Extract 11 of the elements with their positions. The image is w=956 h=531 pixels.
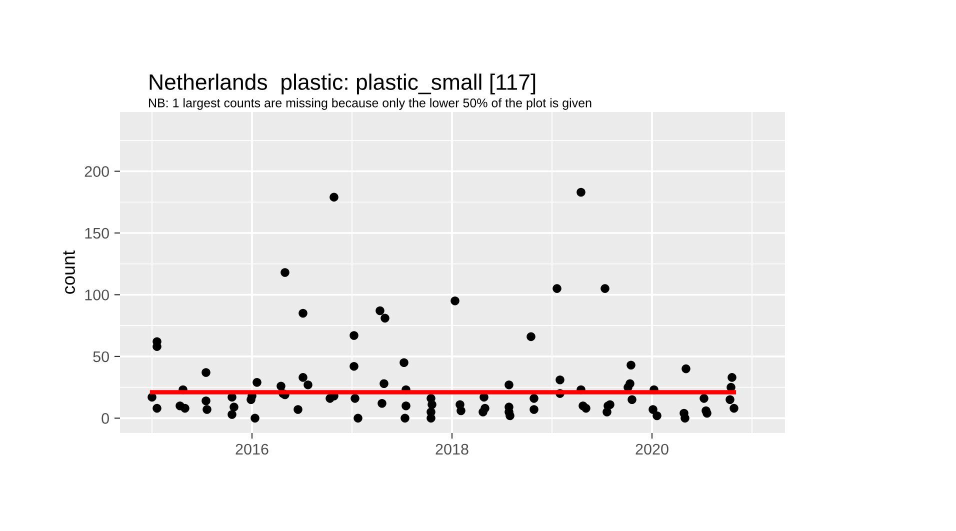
x-tick-label: 2016 <box>236 444 268 455</box>
x-tick-label: 2018 <box>436 444 468 455</box>
x-tick-label: 2020 <box>636 444 668 455</box>
y-tick-label: 50 <box>93 351 109 362</box>
y-axis-title: count <box>63 250 75 294</box>
chart-title: Netherlands plastic: plastic_small [117] <box>150 74 536 94</box>
chart-subtitle: NB: 1 largest counts are missing because only the lower 50% of the plot is given <box>149 98 592 110</box>
y-tick-label: 100 <box>85 290 109 300</box>
y-tick-label: 200 <box>84 166 109 177</box>
y-tick-label: 150 <box>85 228 109 239</box>
y-tick-label: 0 <box>102 413 109 424</box>
